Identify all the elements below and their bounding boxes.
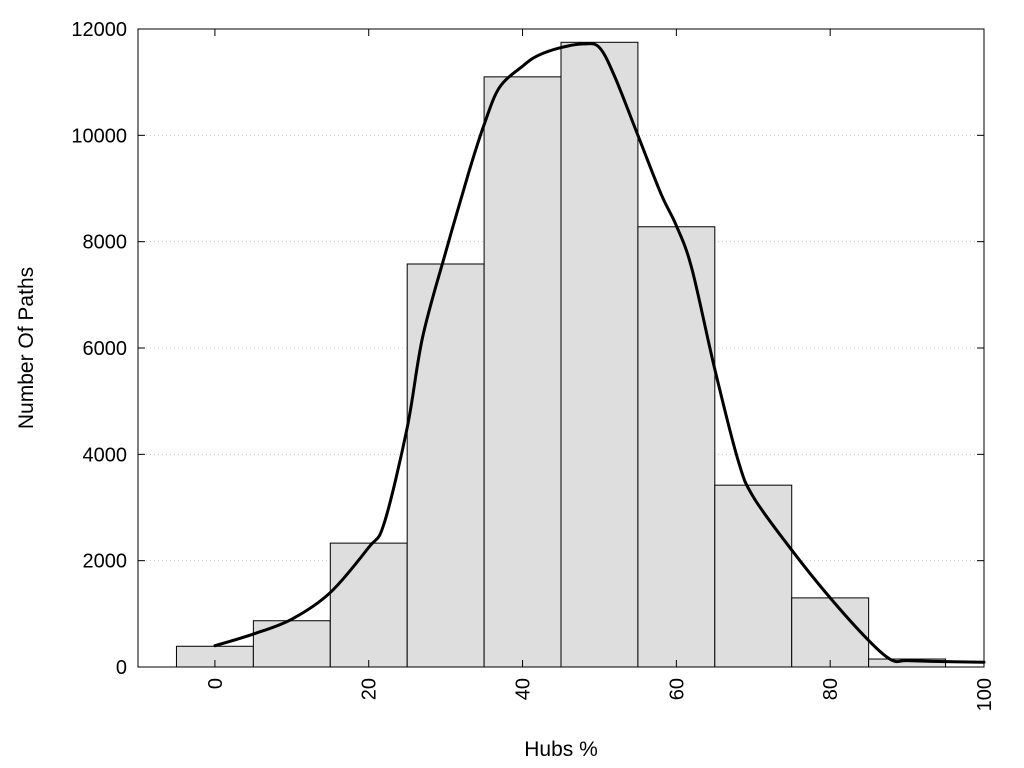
- histogram-bars: [175, 41, 947, 668]
- y-tick-label: 0: [116, 657, 127, 679]
- histogram-bar: [714, 484, 793, 668]
- histogram-bar: [483, 76, 562, 668]
- x-tick-label: 40: [513, 678, 535, 700]
- y-tick-label: 4000: [83, 444, 128, 466]
- histogram-bar: [406, 263, 485, 668]
- grid-lines: [138, 134, 984, 562]
- y-tick-label: 2000: [83, 551, 128, 573]
- y-tick-label: 10000: [71, 125, 127, 147]
- x-tick-label: 0: [205, 678, 227, 689]
- histogram-bar: [560, 41, 639, 668]
- y-tick-label: 6000: [83, 338, 128, 360]
- x-axis-ticks: 0 20 40 60 80 100: [205, 29, 996, 711]
- histogram-bar: [637, 226, 716, 668]
- y-tick-label: 12000: [71, 19, 127, 41]
- y-tick-label: 8000: [83, 232, 128, 254]
- histogram-bar: [252, 620, 331, 668]
- density-curve-line: [213, 42, 986, 664]
- y-axis-label: Number Of Paths: [15, 267, 38, 429]
- histogram-bar: [329, 542, 408, 668]
- x-tick-label: 100: [974, 678, 996, 711]
- x-tick-label: 80: [820, 678, 842, 700]
- histogram-bar: [791, 597, 870, 668]
- x-axis-label: Hubs %: [524, 738, 598, 761]
- y-axis-ticks: 0 2000 4000 6000 8000 10000 12000: [71, 19, 984, 679]
- density-curve: [213, 42, 986, 664]
- x-tick-label: 60: [666, 678, 688, 700]
- x-tick-label: 20: [359, 678, 381, 700]
